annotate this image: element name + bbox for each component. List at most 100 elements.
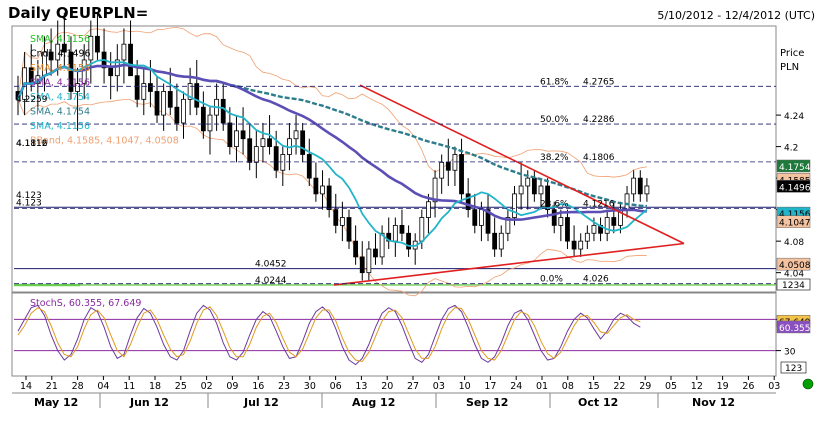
candle-body xyxy=(439,161,445,179)
fib-value-label: 4.1806 xyxy=(583,153,615,163)
fib-percent-label: 0.0% xyxy=(540,275,563,285)
x-tick-label: 04 xyxy=(97,381,109,392)
price-tag-bg xyxy=(776,159,811,173)
candle-body xyxy=(147,83,153,92)
x-tick-label: 17 xyxy=(484,381,496,392)
candle xyxy=(353,225,359,265)
candle-body xyxy=(406,232,411,250)
candle-body xyxy=(313,177,319,195)
candle xyxy=(392,217,398,257)
price-grid: 4.123 4.0452 4.0244 xyxy=(14,198,776,287)
candle-body xyxy=(373,248,378,258)
candles xyxy=(15,12,650,281)
candle-body xyxy=(339,217,345,226)
candle-body xyxy=(545,185,550,211)
stoch-bottom-box-label: 123 xyxy=(785,364,802,374)
candle xyxy=(373,233,378,265)
candle-body xyxy=(88,35,94,61)
candle xyxy=(492,217,498,257)
left-label: 4.1116 xyxy=(16,139,48,149)
candle-body xyxy=(267,138,272,148)
left-label: 4.123 xyxy=(16,191,42,201)
candle-body xyxy=(55,43,61,61)
x-tick-label: 21 xyxy=(46,381,58,392)
candle xyxy=(386,217,392,250)
candle-body xyxy=(61,43,67,53)
candle-body xyxy=(306,154,312,179)
candle xyxy=(88,20,94,84)
x-tick-label: 30 xyxy=(304,381,316,392)
x-tick-label: 19 xyxy=(717,381,729,392)
candle xyxy=(128,20,133,77)
price-tag-label: 4.1047 xyxy=(779,219,811,229)
x-tick-label: 29 xyxy=(639,381,651,392)
candle-body xyxy=(326,185,332,211)
candle-body xyxy=(121,43,127,61)
candle xyxy=(346,209,352,250)
candle xyxy=(333,193,339,234)
candle xyxy=(485,193,491,242)
x-tick-label: 10 xyxy=(459,381,471,392)
candle-body xyxy=(472,209,478,226)
candle-body xyxy=(399,224,405,234)
candle xyxy=(320,170,325,210)
candle-body xyxy=(531,177,537,195)
candle-body xyxy=(419,217,425,242)
candle xyxy=(167,67,173,116)
price-tag-label: 4.1754 xyxy=(779,163,811,173)
candle xyxy=(280,146,286,186)
candle-body xyxy=(181,98,186,124)
x-tick-label: 24 xyxy=(510,381,522,392)
candle xyxy=(61,12,67,68)
stoch-legend: StochS, 60.355, 67.649 xyxy=(30,298,141,309)
candle xyxy=(293,115,299,155)
candle xyxy=(366,241,372,281)
x-tick-label: 08 xyxy=(562,381,574,392)
candle-body xyxy=(538,185,544,195)
candle-body xyxy=(68,51,74,92)
hline-label: 4.123 xyxy=(16,198,42,208)
candle-body xyxy=(247,138,253,163)
candle xyxy=(584,225,590,250)
candle-body xyxy=(631,177,637,195)
candle xyxy=(538,178,544,210)
candle-body xyxy=(551,209,557,226)
legend: SMA, 4.1156 Cndl, 4.1496 SMA, 4.1156 SMA, 4… xyxy=(16,34,179,201)
candle xyxy=(571,225,577,257)
candle-body xyxy=(492,232,498,250)
candle-body xyxy=(194,83,200,108)
candle-body xyxy=(174,106,180,124)
candle-body xyxy=(227,122,233,148)
x-tick-label: 02 xyxy=(201,381,213,392)
sma-mid-line xyxy=(16,63,648,221)
candle xyxy=(181,91,186,139)
price-tag-bg xyxy=(776,257,811,271)
candle xyxy=(247,122,253,171)
x-tick-label: 01 xyxy=(536,381,548,392)
candle xyxy=(95,12,100,60)
x-tick-label: 18 xyxy=(149,381,161,392)
x-tick-label: 11 xyxy=(123,381,135,392)
candle-body xyxy=(346,217,352,242)
stoch-y-tick-label: 30 xyxy=(784,348,796,358)
candle xyxy=(55,20,61,76)
candle-body xyxy=(558,217,564,226)
candle xyxy=(637,170,643,202)
candle xyxy=(194,59,200,116)
legend-entry: Cndl, 4.1496 xyxy=(30,49,91,60)
stoch-bottom-box xyxy=(780,361,807,374)
candle xyxy=(631,170,637,202)
candle xyxy=(253,130,259,179)
candle-body xyxy=(253,146,259,163)
fib-percent-label: 61.8% xyxy=(540,77,569,87)
candle xyxy=(565,209,570,250)
legend-entry: SMA, 4.1156 xyxy=(30,121,90,132)
green-circle-icon xyxy=(802,378,814,390)
x-tick-label: 03 xyxy=(768,381,780,392)
legend-entry: SMA, 4.1156 xyxy=(30,34,90,45)
stoch-lines xyxy=(14,304,776,366)
x-tick-label: 20 xyxy=(381,381,393,392)
candle-body xyxy=(445,161,451,171)
